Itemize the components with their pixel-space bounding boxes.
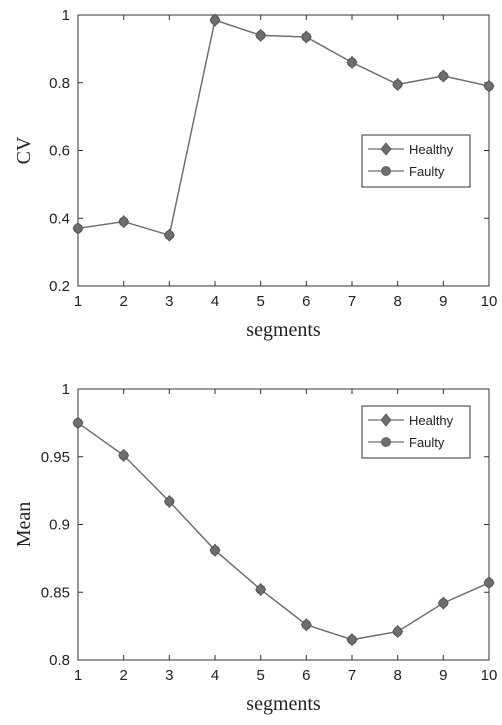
legend-marker-circle <box>381 166 391 176</box>
legend: Healthy Faulty <box>361 134 471 188</box>
data-point-healthy <box>483 576 495 590</box>
series-healthy <box>72 416 495 647</box>
series-line-faulty <box>77 19 490 237</box>
data-point-healthy <box>300 30 312 44</box>
legend-marker-diamond <box>380 413 392 427</box>
series-faulty <box>73 15 494 241</box>
x-tick-label: 7 <box>348 293 356 310</box>
legend-marker-diamond <box>380 142 392 156</box>
y-tick-label: 0.85 <box>41 584 70 601</box>
data-point-healthy <box>72 221 84 236</box>
x-tick-label: 3 <box>165 293 173 310</box>
data-point-healthy <box>483 79 495 93</box>
legend-label: Healthy <box>409 413 454 428</box>
data-point-healthy <box>209 13 221 27</box>
data-point-healthy <box>437 69 449 83</box>
data-point-healthy <box>118 215 130 229</box>
data-point-healthy <box>346 55 358 70</box>
y-tick-label: 0.8 <box>49 75 70 92</box>
x-tick-label: 8 <box>393 667 401 684</box>
series-healthy <box>72 13 495 242</box>
legend-label: Faulty <box>409 164 445 179</box>
data-point-healthy <box>255 582 267 597</box>
x-tick-label: 9 <box>439 293 447 310</box>
legend-box <box>361 405 471 459</box>
y-tick-label: 0.95 <box>41 449 70 466</box>
legend: Healthy Faulty <box>361 405 471 459</box>
x-tick-label: 4 <box>211 293 219 310</box>
data-point-healthy <box>346 633 358 647</box>
x-tick-label: 7 <box>348 667 356 684</box>
y-tick-label: 0.4 <box>49 210 70 227</box>
x-tick-label: 5 <box>256 293 264 310</box>
x-tick-label: 6 <box>302 293 310 310</box>
y-tick-label: 0.6 <box>49 143 70 160</box>
legend-box <box>361 134 471 188</box>
y-tick-label: 0.9 <box>49 517 70 534</box>
x-tick-label: 1 <box>74 667 82 684</box>
x-tick-label: 6 <box>302 667 310 684</box>
legend-marker-circle <box>381 437 391 447</box>
data-point-healthy <box>118 448 130 463</box>
data-point-healthy <box>255 28 267 42</box>
x-axis-label: segments <box>246 319 321 341</box>
x-tick-label: 2 <box>119 293 127 310</box>
data-point-healthy <box>163 494 175 509</box>
y-tick-label: 0.8 <box>49 652 70 669</box>
series-line-healthy <box>77 422 490 641</box>
data-point-healthy <box>437 596 449 610</box>
series-line-healthy <box>77 19 490 237</box>
data-point-healthy <box>300 618 312 632</box>
data-point-healthy <box>209 543 221 557</box>
cv-chart: 1 2 3 4 5 6 7 8 9 10 0.2 0.4 0.6 0.8 1 segments CV Health… <box>13 7 497 341</box>
x-tick-label: 8 <box>393 293 401 310</box>
x-tick-label: 2 <box>119 667 127 684</box>
y-tick-label: 0.2 <box>49 278 70 295</box>
x-tick-label: 9 <box>439 667 447 684</box>
data-point-healthy <box>392 624 404 639</box>
data-point-healthy <box>72 416 84 430</box>
legend-label: Healthy <box>409 142 454 157</box>
x-tick-label: 1 <box>74 293 82 310</box>
y-axis-label: Mean <box>13 502 35 548</box>
data-point-healthy <box>392 77 404 92</box>
x-tick-label: 3 <box>165 667 173 684</box>
x-tick-label: 5 <box>256 667 264 684</box>
y-axis-label: CV <box>13 136 35 164</box>
y-tick-label: 1 <box>62 7 70 24</box>
x-tick-label: 10 <box>481 667 498 684</box>
mean-chart: 1 2 3 4 5 6 7 8 9 10 0.8 0.85 0.9 0.95 1 segments Mean He… <box>13 381 497 715</box>
y-tick-label: 1 <box>62 381 70 398</box>
x-tick-label: 4 <box>211 667 219 684</box>
x-axis-label: segments <box>246 693 321 715</box>
data-point-healthy <box>163 228 175 242</box>
x-tick-label: 10 <box>481 293 498 310</box>
legend-label: Faulty <box>409 435 445 450</box>
